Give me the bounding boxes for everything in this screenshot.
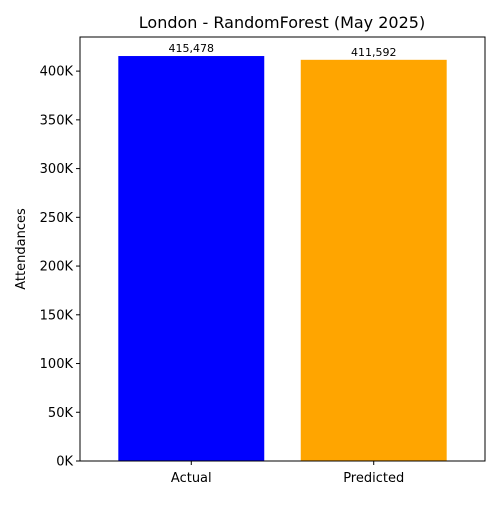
y-tick-label: 250K — [40, 211, 74, 226]
y-tick-label: 150K — [40, 308, 74, 323]
y-axis-label: Attendances — [14, 208, 29, 290]
x-tick-label: Predicted — [343, 471, 404, 486]
bar-predicted — [300, 59, 447, 462]
y-tick-label: 0K — [56, 455, 73, 470]
y-tick-label: 50K — [48, 406, 74, 421]
y-tick-label: 300K — [40, 162, 74, 177]
y-tick-label: 100K — [40, 357, 74, 372]
bar-value-label: 411,592 — [351, 46, 397, 59]
plot-frame — [79, 36, 486, 462]
bar-actual — [118, 56, 265, 461]
y-tick-label: 200K — [40, 260, 74, 275]
chart-title: London - RandomForest (May 2025) — [139, 13, 425, 32]
y-tick-label: 350K — [40, 113, 74, 128]
bar-value-label: 415,478 — [169, 42, 215, 55]
y-tick-label: 400K — [40, 65, 74, 80]
x-tick-label: Actual — [171, 471, 212, 486]
